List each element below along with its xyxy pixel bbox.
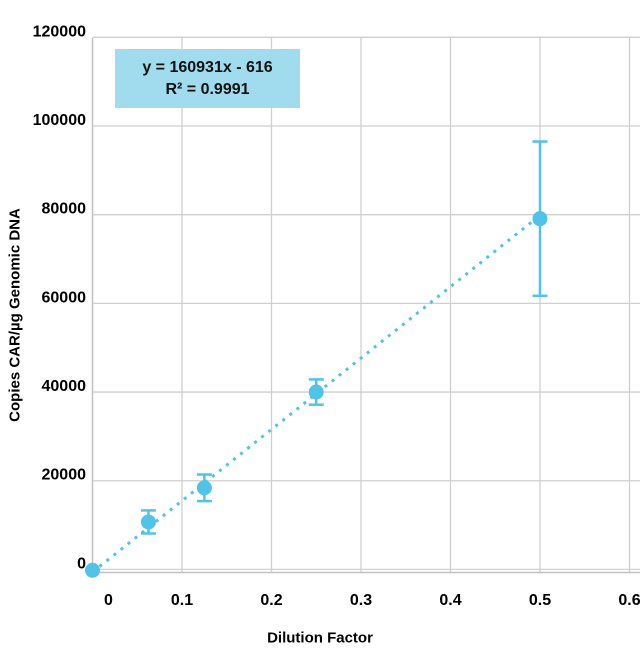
data-point-marker (532, 211, 548, 227)
data-point-marker (308, 384, 324, 400)
equation-box: y = 160931x - 616 R² = 0.9991 (115, 49, 300, 108)
x-tick-label: 0.2 (260, 592, 282, 609)
y-axis-title: Copies CAR/µg Genomic DNA (6, 208, 24, 422)
r-squared-text: R² = 0.9991 (165, 80, 250, 98)
y-tick-label: 100000 (33, 112, 86, 129)
y-tick-label: 0 (77, 555, 86, 572)
data-point-marker (85, 562, 100, 578)
y-tick-label: 120000 (33, 23, 86, 40)
y-tick-label: 40000 (42, 378, 87, 395)
x-tick-label: 0.4 (439, 592, 461, 609)
y-tick-label: 60000 (42, 289, 87, 306)
data-point-marker (140, 514, 156, 530)
y-tick-label: 20000 (42, 467, 87, 484)
y-tick-label: 80000 (42, 201, 87, 218)
x-tick-label: 0.1 (171, 592, 193, 609)
x-tick-label: 0.5 (529, 592, 551, 609)
x-axis-title: Dilution Factor (267, 629, 373, 647)
data-point-marker (196, 480, 212, 496)
x-tick-label: 0.3 (350, 592, 372, 609)
trendline-equation-text: y = 160931x - 616 (142, 59, 273, 77)
x-tick-label: 0.6 (618, 592, 640, 609)
x-tick-label: 0 (104, 592, 113, 609)
